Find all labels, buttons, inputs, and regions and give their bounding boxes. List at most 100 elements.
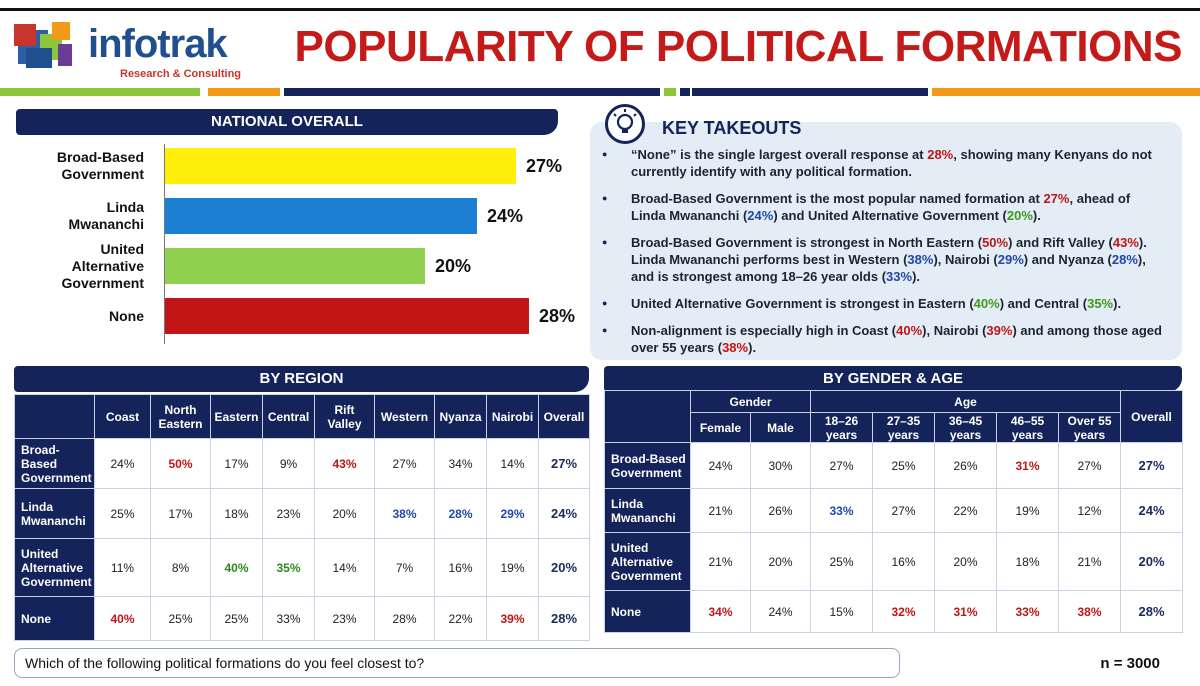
takeout-item: Non-alignment is especially high in Coas… [600, 322, 1165, 356]
table-cell: 21% [1058, 532, 1122, 591]
table-cell: 20% [1120, 532, 1184, 591]
table-cell: 15% [810, 590, 874, 633]
table-cell: 20% [538, 538, 590, 597]
column-header: Coast [94, 394, 151, 439]
column-header: 36–45 years [934, 412, 998, 443]
table-row: Broad-Based Government 24% 50% 17% 9% 43% 27% 34… [14, 438, 590, 489]
logo-cube-icon [14, 22, 72, 68]
bar-value-label: 20% [435, 256, 472, 276]
table-cell: 31% [934, 590, 998, 633]
table-cell: 33% [810, 488, 874, 533]
row-header: Broad-Based Government [604, 442, 691, 489]
column-header: Male [749, 412, 812, 443]
table-cell: 14% [486, 438, 539, 489]
national-overall-heading: NATIONAL OVERALL [16, 109, 558, 135]
table-cell: 18% [210, 488, 263, 539]
table-row: United Alternative Government 21% 20% 25% 16% 2… [604, 532, 1184, 591]
table-cell: 34% [434, 438, 487, 489]
table-cell: 20% [934, 532, 998, 591]
column-header: 27–35 years [872, 412, 936, 443]
table-cell: 11% [94, 538, 151, 597]
table-cell: 16% [872, 532, 936, 591]
table-cell: 22% [934, 488, 998, 533]
takeout-item: Broad-Based Government is the most popul… [600, 190, 1165, 224]
table-cell: 31% [996, 442, 1060, 489]
column-header: Nyanza [434, 394, 487, 439]
page-title: POPULARITY OF POLITICAL FORMATIONS [294, 22, 1183, 71]
takeout-item: Broad-Based Government is strongest in N… [600, 234, 1165, 285]
column-header: North Eastern [150, 394, 211, 439]
table-cell: 20% [314, 488, 375, 539]
table-cell: 9% [262, 438, 315, 489]
table-cell: 27% [872, 488, 936, 533]
sample-size: n = 3000 [1100, 655, 1160, 672]
table-cell: 23% [262, 488, 315, 539]
column-header: 46–55 years [996, 412, 1060, 443]
column-header: Over 55 years [1058, 412, 1122, 443]
table-cell: 28% [1120, 590, 1184, 633]
table-cell: 21% [690, 532, 751, 591]
table-cell: 50% [150, 438, 211, 489]
by-gender-age-heading: BY GENDER & AGE [604, 366, 1182, 392]
column-header: Overall [538, 394, 590, 439]
table-row: Broad-Based Government 24% 30% 27% 25% 26% 31% 2… [604, 442, 1184, 489]
logo-wordmark: infotrak [88, 22, 228, 66]
table-cell: 38% [1058, 590, 1122, 633]
bar-value-label: 24% [487, 206, 524, 226]
table-cell: 14% [314, 538, 375, 597]
table-cell: 24% [690, 442, 751, 489]
table-cell: 28% [374, 596, 435, 641]
bar-label: Linda Mwananchi [68, 199, 144, 232]
survey-question: Which of the following political formati… [14, 648, 900, 678]
table-cell: 34% [690, 590, 751, 633]
overall-header: Overall [1120, 390, 1184, 443]
column-header: Female [690, 412, 751, 443]
age-group-header: Age [810, 390, 1122, 413]
table-row: None 40% 25% 25% 33% 23% 28% 22% 39% 28% [14, 596, 590, 641]
table-row: Linda Mwananchi 21% 26% 33% 27% 22% 19% 12% 24% [604, 488, 1184, 533]
table-cell: 30% [749, 442, 812, 489]
column-header: Western [374, 394, 435, 439]
region-table: Coast North Eastern Eastern Central Rift Valle… [14, 394, 590, 641]
top-rule [0, 8, 1200, 11]
table-cell: 25% [94, 488, 151, 539]
table-cell: 40% [210, 538, 263, 597]
table-cell: 33% [996, 590, 1060, 633]
table-cell: 25% [150, 596, 211, 641]
table-cell: 8% [150, 538, 211, 597]
bar [165, 148, 516, 184]
table-cell: 7% [374, 538, 435, 597]
bar-label: Broad-Based Government [56, 149, 144, 182]
key-takeouts-title: KEY TAKEOUTS [662, 118, 802, 138]
gender-group-header: Gender [689, 390, 812, 413]
row-header: Linda Mwananchi [14, 488, 95, 539]
row-header: Linda Mwananchi [604, 488, 691, 533]
lightbulb-icon [605, 104, 645, 144]
table-cell: 20% [749, 532, 812, 591]
table-cell: 26% [934, 442, 998, 489]
table-cell: 26% [749, 488, 812, 533]
decorative-color-strip [0, 88, 1200, 97]
table-cell: 39% [486, 596, 539, 641]
by-region-heading: BY REGION [14, 366, 589, 392]
table-corner [14, 394, 95, 439]
row-header: Broad-Based Government [14, 438, 95, 489]
table-cell: 29% [486, 488, 539, 539]
table-cell: 25% [810, 532, 874, 591]
row-header: United Alternative Government [14, 538, 95, 597]
table-cell: 27% [538, 438, 590, 489]
bar [165, 248, 425, 284]
infotrak-logo: infotrak Research & Consulting [12, 18, 252, 82]
table-row: United Alternative Government 11% 8% 40% 35% 14… [14, 538, 590, 597]
row-header: None [604, 590, 691, 633]
takeout-item: “None” is the single largest overall res… [600, 146, 1165, 180]
bar [165, 298, 529, 334]
table-corner [604, 390, 691, 443]
table-cell: 25% [210, 596, 263, 641]
table-cell: 25% [872, 442, 936, 489]
row-header: None [14, 596, 95, 641]
table-cell: 32% [872, 590, 936, 633]
logo-tagline: Research & Consulting [120, 68, 242, 80]
table-cell: 24% [94, 438, 151, 489]
table-cell: 16% [434, 538, 487, 597]
